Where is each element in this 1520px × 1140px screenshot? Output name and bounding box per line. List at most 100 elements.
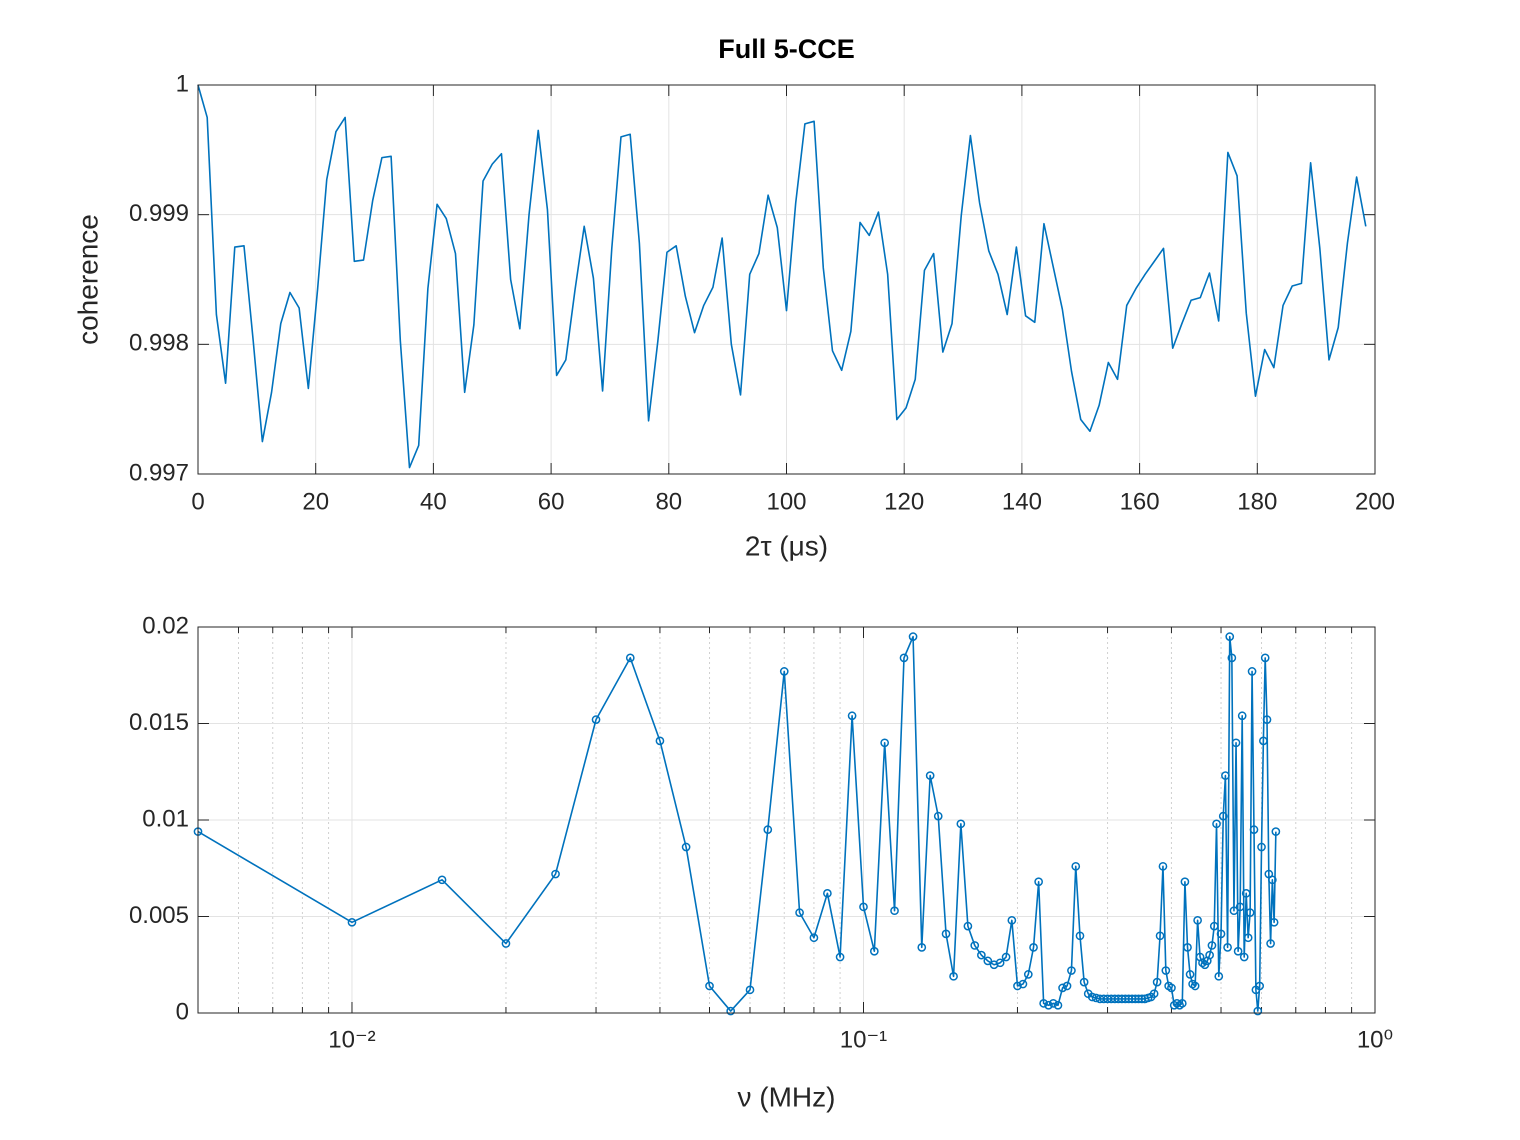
data-point — [1044, 1000, 1053, 1010]
data-point — [859, 902, 868, 912]
data-point — [899, 653, 909, 663]
y-tick-label: 1 — [176, 70, 189, 97]
data-point — [1062, 981, 1072, 991]
data-point — [1177, 999, 1187, 1008]
y-axis-label: coherence — [72, 214, 103, 345]
data-point — [1161, 966, 1171, 975]
data-point — [1183, 943, 1192, 952]
data-point — [726, 1006, 736, 1016]
x-tick-label: 180 — [1237, 488, 1277, 515]
data-point — [1180, 877, 1190, 887]
data-point — [983, 956, 993, 966]
data-point — [1190, 981, 1200, 991]
data-point — [1018, 979, 1028, 989]
x-tick-label: 140 — [1002, 488, 1042, 515]
data-point — [1262, 715, 1272, 724]
y-tick-label: 0.997 — [129, 459, 189, 486]
data-point — [1034, 877, 1043, 887]
x-tick-label: 100 — [766, 488, 806, 515]
data-point — [1198, 958, 1207, 968]
data-point — [1209, 921, 1219, 931]
data-point — [1227, 653, 1237, 663]
data-point — [1001, 952, 1011, 962]
x-tick-label: 20 — [302, 488, 329, 515]
data-point — [1007, 916, 1017, 925]
data-point — [1229, 906, 1239, 916]
data-point — [437, 875, 447, 885]
data-point — [847, 711, 857, 721]
data-point — [1269, 917, 1279, 927]
data-point — [1216, 929, 1226, 939]
data-point — [1075, 931, 1085, 941]
chart-title: Full 5-CCE — [718, 34, 855, 64]
data-point — [880, 738, 890, 748]
x-tick-label: 200 — [1355, 488, 1395, 515]
axes-box — [197, 626, 1376, 1014]
data-point — [1233, 946, 1243, 956]
data-point — [963, 921, 973, 931]
y-tick-label: 0.015 — [129, 709, 189, 736]
data-point — [655, 736, 665, 746]
x-tick-label: 60 — [538, 488, 565, 515]
x-tick-label: 40 — [420, 488, 447, 515]
data-point — [1223, 943, 1232, 952]
data-point — [809, 933, 819, 943]
data-point — [1137, 994, 1147, 1004]
data-point — [1167, 983, 1176, 993]
data-point — [745, 985, 755, 995]
data-point — [1218, 811, 1228, 821]
data-point — [551, 869, 560, 879]
data-point — [1023, 970, 1033, 979]
data-point — [1212, 819, 1221, 829]
data-point — [501, 939, 511, 948]
data-point — [705, 981, 714, 991]
data-point — [347, 917, 357, 927]
x-axis-label: 2τ (μs) — [745, 530, 828, 561]
data-point — [1239, 952, 1249, 962]
data-point — [1266, 939, 1275, 948]
data-line — [197, 635, 1277, 1012]
data-point — [1207, 941, 1217, 950]
data-point — [779, 667, 789, 676]
data-point — [1185, 970, 1195, 979]
data-point — [763, 825, 773, 835]
data-point — [1249, 825, 1259, 835]
data-point — [1237, 711, 1247, 721]
data-point — [1134, 994, 1143, 1004]
y-tick-label: 0.999 — [129, 200, 189, 227]
data-point — [591, 715, 601, 724]
axes-box — [197, 84, 1376, 475]
data-line — [197, 84, 1367, 469]
x-axis-label: ν (MHz) — [738, 1081, 836, 1112]
data-point — [977, 950, 986, 960]
data-point — [1205, 950, 1214, 960]
data-point — [1013, 981, 1022, 991]
data-point — [890, 906, 899, 916]
x-tick-label: 10⁻¹ — [840, 1026, 887, 1053]
data-point — [956, 819, 966, 829]
data-point — [1079, 977, 1089, 987]
data-point — [970, 941, 980, 950]
data-point — [1053, 1000, 1063, 1010]
y-tick-label: 0.01 — [142, 805, 189, 832]
data-point — [1247, 667, 1257, 676]
data-point — [1152, 977, 1162, 987]
data-point — [1067, 966, 1076, 975]
data-point — [1225, 632, 1235, 642]
y-tick-label: 0.02 — [142, 612, 189, 639]
data-point — [1158, 861, 1168, 871]
data-point — [1243, 933, 1253, 943]
data-point — [1193, 916, 1202, 925]
data-point — [941, 929, 951, 939]
data-point — [917, 943, 927, 952]
data-point — [1071, 861, 1081, 871]
data-point — [1221, 771, 1230, 780]
x-tick-label: 160 — [1120, 488, 1160, 515]
data-point — [869, 946, 879, 956]
data-point — [1271, 827, 1281, 836]
data-point — [949, 971, 958, 981]
data-point — [1241, 888, 1251, 898]
y-tick-label: 0.998 — [129, 330, 189, 357]
x-tick-label: 0 — [191, 488, 204, 515]
